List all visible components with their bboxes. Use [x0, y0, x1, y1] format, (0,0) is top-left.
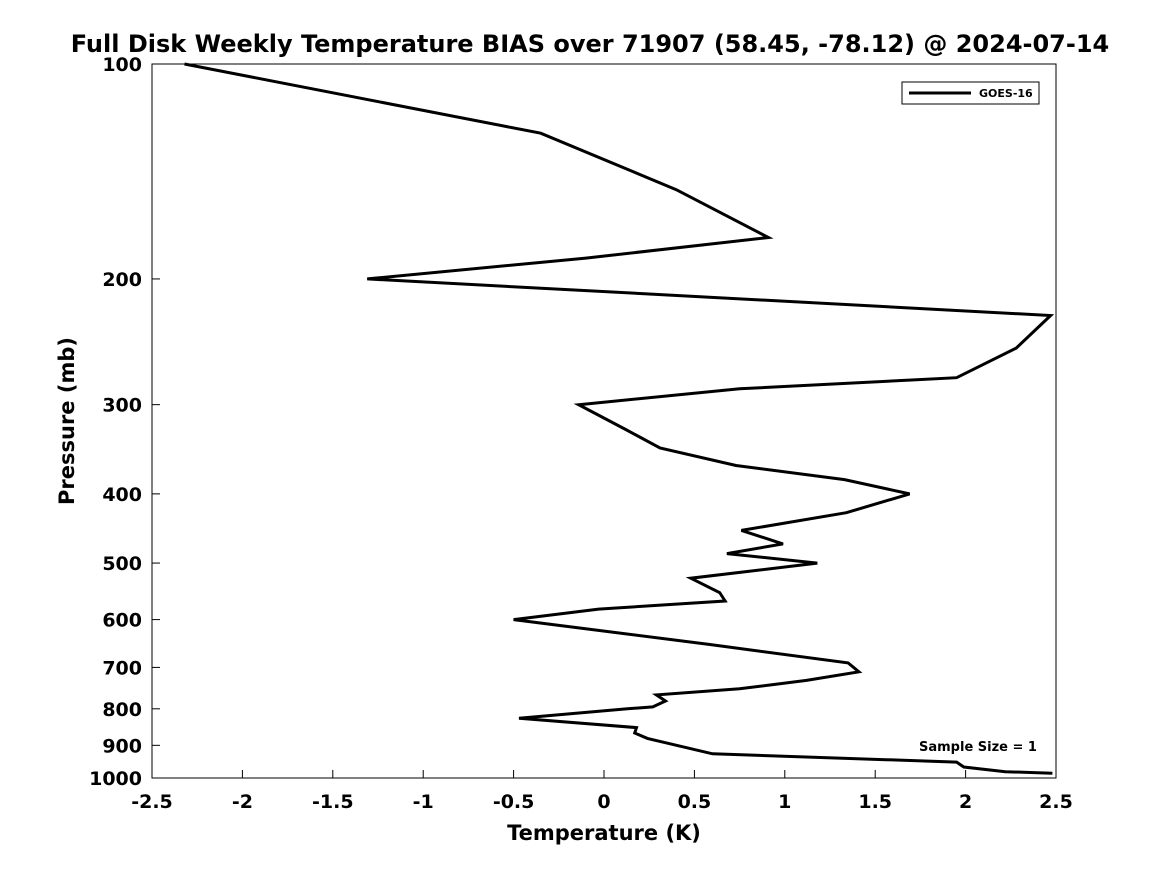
plot-frame — [151, 63, 1057, 779]
x-axis-label: Temperature (K) — [507, 821, 701, 845]
x-tick-label: -1.5 — [312, 791, 354, 813]
x-tick-label: 2 — [959, 791, 972, 813]
y-tick-label: 700 — [102, 657, 142, 679]
series-line-goes-16 — [184, 62, 1055, 775]
x-tick-label: 0.5 — [678, 791, 712, 813]
x-tick-label: 1 — [778, 791, 791, 813]
x-tick-label: 2.5 — [1039, 791, 1073, 813]
legend: GOES-16 — [901, 81, 1040, 105]
sample-size-annotation: Sample Size = 1 — [919, 740, 1037, 755]
y-axis-label: Pressure (mb) — [55, 337, 79, 505]
y-tick-label: 500 — [102, 553, 142, 575]
x-tick-label: -2.5 — [131, 791, 173, 813]
y-tick-label: 300 — [102, 395, 142, 417]
x-tick-label: -0.5 — [493, 791, 535, 813]
y-tick-label: 900 — [102, 735, 142, 757]
x-axis: -2.5 -2 -1.5 -1 -0.5 0 0.5 1 1.5 2 2.5 — [131, 770, 1073, 813]
y-axis: 100 200 300 400 500 600 700 800 900 1000 — [89, 54, 160, 790]
y-tick-label: 400 — [102, 484, 142, 506]
x-tick-label: 1.5 — [858, 791, 892, 813]
x-tick-label: -2 — [232, 791, 253, 813]
legend-entry-goes-16: GOES-16 — [979, 87, 1033, 100]
y-tick-label: 200 — [102, 269, 142, 291]
y-tick-label: 600 — [102, 610, 142, 632]
series-layer — [184, 62, 1055, 775]
x-tick-label: -1 — [413, 791, 434, 813]
x-tick-label: 0 — [597, 791, 610, 813]
y-tick-label: 1000 — [89, 768, 142, 790]
y-tick-label: 100 — [102, 54, 142, 76]
chart-title: Full Disk Weekly Temperature BIAS over 7… — [71, 30, 1110, 58]
y-tick-label: 800 — [102, 699, 142, 721]
